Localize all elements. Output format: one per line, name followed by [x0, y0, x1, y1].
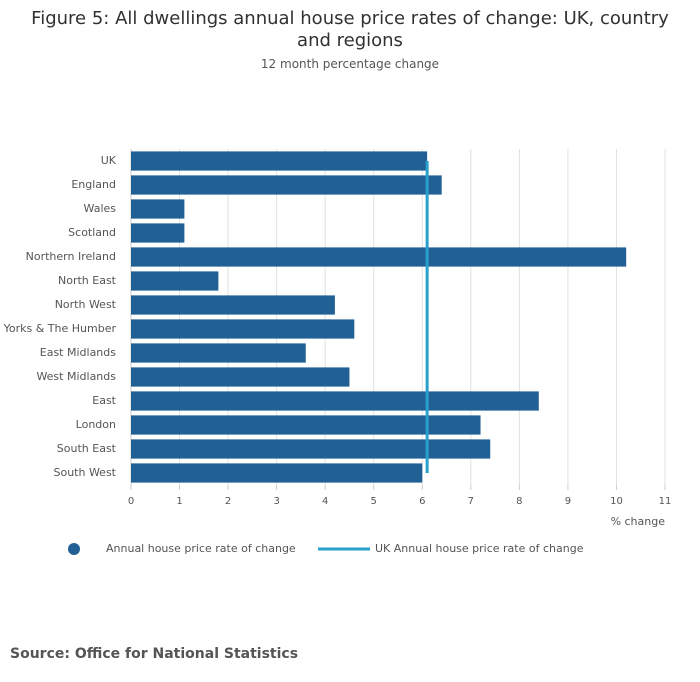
- x-tick-label: 2: [225, 496, 231, 507]
- y-tick-label: West Midlands: [36, 370, 116, 383]
- source: Source: Office for National Statistics: [10, 646, 299, 662]
- x-tick-label: 4: [322, 496, 328, 507]
- y-tick-label: England: [71, 178, 116, 191]
- x-tick-label: 10: [610, 496, 623, 507]
- y-tick-label: North West: [55, 298, 117, 311]
- y-tick-label: UK: [101, 154, 117, 167]
- y-tick-label: North East: [58, 274, 117, 287]
- y-tick-label: South West: [53, 466, 116, 479]
- y-tick-label: Scotland: [68, 226, 116, 239]
- bar: [131, 415, 481, 435]
- x-tick-label: 7: [468, 496, 474, 507]
- chart-title: Figure 5: All dwellings annual house pri…: [31, 8, 669, 51]
- bar: [131, 271, 219, 291]
- x-tick-label: 8: [516, 496, 522, 507]
- x-tick-label: 6: [419, 496, 425, 507]
- chart-subtitle: 12 month percentage change: [260, 57, 440, 71]
- x-tick-label: 0: [128, 496, 134, 507]
- legend-swatch: [68, 543, 80, 555]
- y-tick-label: East: [92, 394, 116, 407]
- bar: [131, 151, 428, 171]
- bar: [131, 295, 335, 315]
- y-tick-label: London: [76, 418, 116, 431]
- y-tick-label: South East: [57, 442, 117, 455]
- bar: [131, 439, 491, 459]
- bar: [131, 391, 539, 411]
- bar: [131, 247, 627, 267]
- y-tick-label: Wales: [84, 202, 117, 215]
- bar: [131, 343, 306, 363]
- y-tick-label: Northern Ireland: [26, 250, 116, 263]
- y-tick-label: East Midlands: [40, 346, 117, 359]
- y-tick-label: Yorks & The Humber: [3, 322, 117, 335]
- bar: [131, 367, 350, 387]
- bar: [131, 199, 185, 219]
- x-tick-label: 1: [176, 496, 182, 507]
- x-tick-label: 11: [659, 496, 672, 507]
- x-tick-label: 3: [273, 496, 279, 507]
- bar: [131, 463, 423, 483]
- x-axis-label: % change: [611, 515, 666, 528]
- x-tick-label: 5: [371, 496, 377, 507]
- legend-label: UK Annual house price rate of change: [375, 542, 584, 555]
- bar: [131, 223, 185, 243]
- bar: [131, 175, 442, 195]
- legend-label: Annual house price rate of change: [106, 542, 296, 555]
- bar: [131, 319, 355, 339]
- x-tick-label: 9: [565, 496, 571, 507]
